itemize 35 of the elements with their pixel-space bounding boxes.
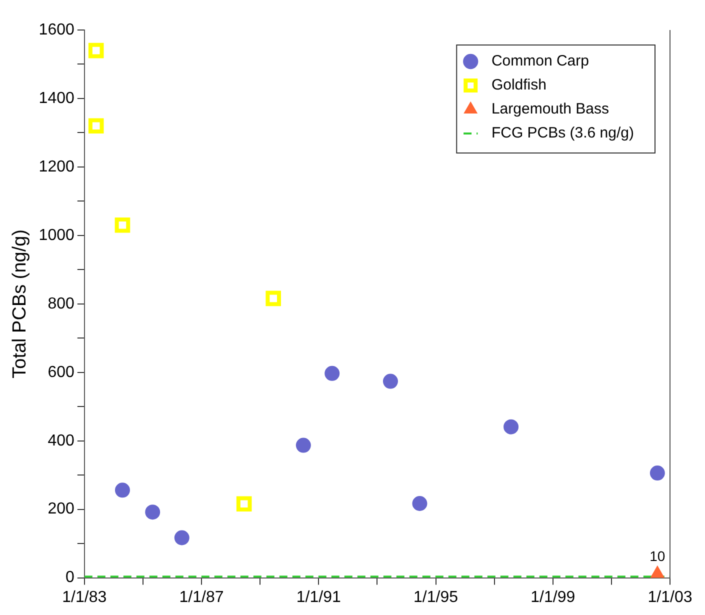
point	[145, 504, 160, 520]
point	[266, 290, 281, 306]
y-tick-label: 200	[48, 500, 74, 518]
point	[174, 530, 190, 546]
legend-label: Largemouth Bass	[483, 100, 610, 118]
legend-label: Common Carp	[483, 52, 589, 70]
y-tick-label: 1200	[38, 158, 74, 176]
y-tick-label: 0	[65, 569, 74, 586]
y-tick-label: 1000	[38, 226, 74, 244]
y-axis-title: Total PCBs (ng/g)	[10, 229, 31, 378]
x-tick-label: 1/1/95	[414, 588, 458, 606]
point	[236, 496, 252, 512]
point	[114, 217, 130, 233]
y-tick-label: 600	[48, 364, 74, 381]
point	[324, 366, 340, 381]
x-tick-label: 1/1/91	[296, 588, 341, 606]
point	[382, 374, 398, 389]
x-tick-label: 1/1/03	[648, 588, 692, 606]
legend-label: Goldfish	[483, 76, 546, 94]
y-tick-label: 1400	[38, 90, 74, 107]
point	[504, 419, 519, 434]
x-tick-label: 1/1/83	[62, 588, 107, 606]
x-tick-label: 1/1/99	[530, 588, 576, 606]
legend-label: FCG PCBs (3.6 ng/g)	[483, 124, 634, 142]
x-tick-label: 1/1/87	[179, 588, 224, 606]
point	[650, 466, 665, 481]
point	[296, 438, 311, 453]
y-tick-label: 1600	[38, 21, 74, 38]
data-label: 10	[650, 548, 666, 564]
point	[88, 118, 104, 134]
y-tick-label: 400	[48, 432, 74, 450]
point	[88, 42, 104, 58]
point	[114, 482, 130, 498]
y-tick-label: 800	[48, 295, 74, 312]
point	[412, 496, 428, 512]
